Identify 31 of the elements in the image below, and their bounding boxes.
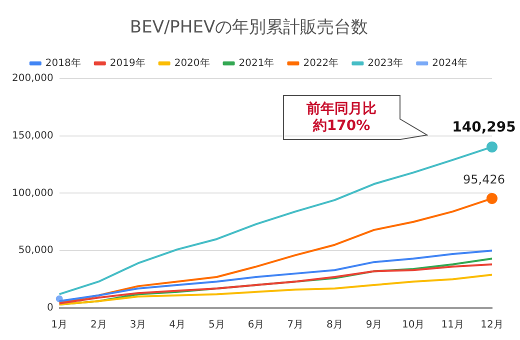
y-tick-label: 200,000 (12, 72, 54, 84)
chart-title: BEV/PHEVの年別累計販売台数 (130, 18, 368, 38)
x-tick-label: 10月 (402, 320, 425, 331)
data-label: 140,295 (452, 120, 516, 136)
x-tick-label: 4月 (169, 320, 186, 331)
legend-label: 2019年 (110, 56, 146, 69)
legend-label: 2024年 (432, 56, 468, 69)
x-tick-label: 11月 (441, 320, 464, 331)
legend-label: 2023年 (368, 56, 404, 69)
point (486, 141, 498, 152)
x-tick-label: 5月 (208, 320, 225, 331)
x-tick-label: 9月 (366, 320, 382, 331)
x-tick-label: 2月 (90, 320, 107, 331)
legend-label: 2018年 (45, 56, 81, 69)
y-tick-label: 150,000 (12, 130, 54, 142)
x-tick-label: 8月 (326, 320, 343, 331)
y-tick-label: 0 (46, 302, 54, 314)
legend-label: 2021年 (238, 56, 274, 69)
legend-label: 2020年 (174, 56, 210, 69)
y-tick-label: 50,000 (18, 245, 54, 256)
annotation: 前年同月比約170% (306, 100, 378, 136)
x-tick-label: 3月 (130, 320, 146, 331)
x-tick-label: 6月 (248, 320, 264, 331)
point (486, 192, 498, 204)
speech-bubble: 前年同月比約170% (283, 95, 428, 143)
y-tick-label: 100,000 (12, 188, 54, 199)
legend-label: 2022年 (303, 56, 339, 69)
x-tick-label: 1月 (51, 320, 68, 331)
x-tick-label: 7月 (287, 320, 304, 331)
x-tick-label: 12月 (480, 320, 504, 331)
data-label: 95,426 (463, 172, 505, 187)
